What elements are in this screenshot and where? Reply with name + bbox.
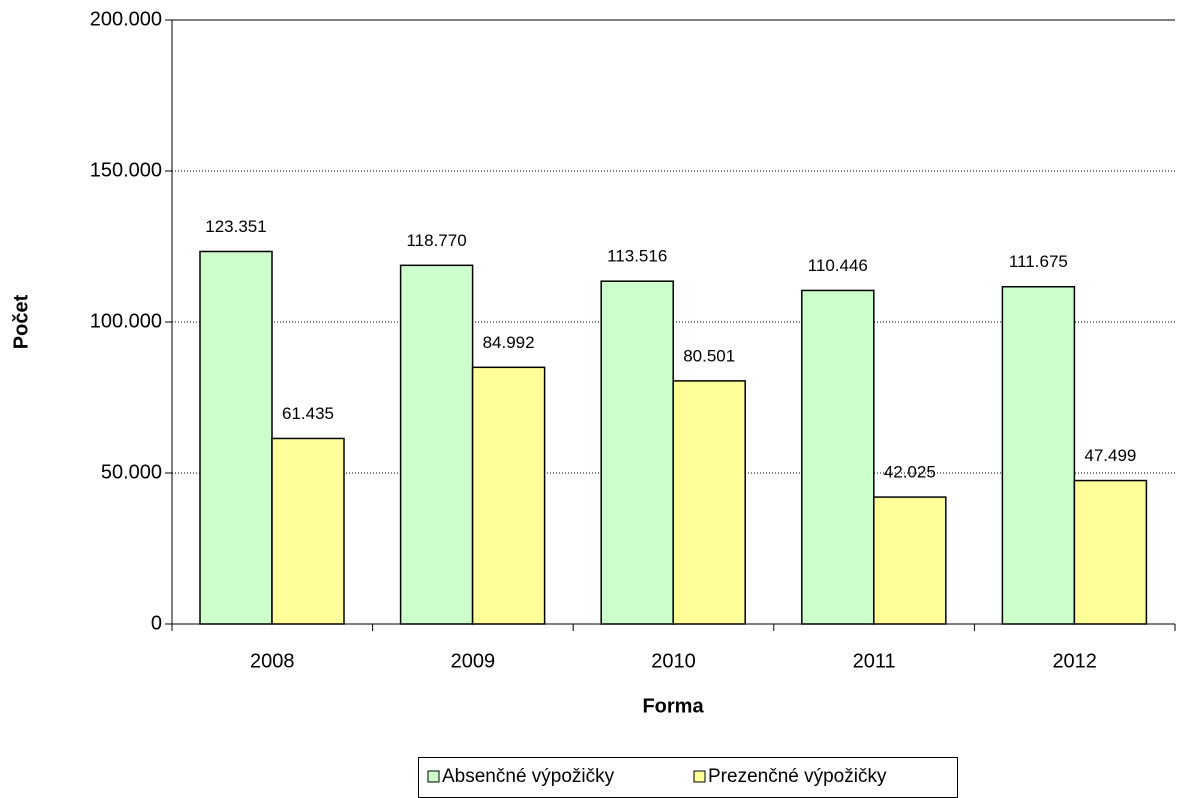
bar [399, 264, 474, 625]
data-label: 123.351 [205, 217, 266, 236]
bar [1073, 479, 1148, 625]
legend-swatch [427, 770, 440, 783]
legend-label: Absenčné výpožičky [442, 766, 615, 787]
bar [873, 496, 947, 625]
data-label: 42.025 [884, 463, 936, 482]
data-label: 80.501 [683, 346, 735, 365]
data-label: 47.499 [1084, 446, 1136, 465]
bar [672, 380, 746, 625]
data-label: 113.516 [607, 247, 667, 266]
legend-label: Prezenčné výpožičky [708, 766, 887, 787]
bar [801, 289, 875, 625]
legend-swatch [693, 770, 706, 783]
x-tick-label: 2009 [451, 650, 496, 672]
x-tick-label: 2010 [651, 650, 696, 672]
bar [199, 250, 273, 625]
x-tick-label: 2008 [250, 650, 295, 672]
y-tick-label: 200.000 [90, 8, 162, 30]
y-axis-title: Počet [10, 294, 32, 349]
data-label: 110.446 [808, 256, 868, 275]
y-tick-label: 100.000 [90, 310, 162, 332]
data-label: 118.770 [406, 231, 466, 250]
bar [600, 280, 674, 625]
x-tick-label: 2011 [853, 650, 896, 672]
bar [271, 437, 345, 625]
bar [1001, 285, 1076, 625]
y-tick-label: 50.000 [101, 461, 162, 483]
x-tick-label: 2012 [1052, 650, 1097, 672]
y-tick-label: 150.000 [90, 159, 162, 181]
data-label: 84.992 [483, 333, 535, 352]
data-label: 111.675 [1009, 252, 1068, 271]
x-axis-title: Forma [642, 695, 704, 717]
bar [471, 366, 546, 625]
legend-box [418, 757, 958, 798]
y-tick-label: 0 [151, 612, 162, 634]
data-label: 61.435 [282, 404, 334, 423]
